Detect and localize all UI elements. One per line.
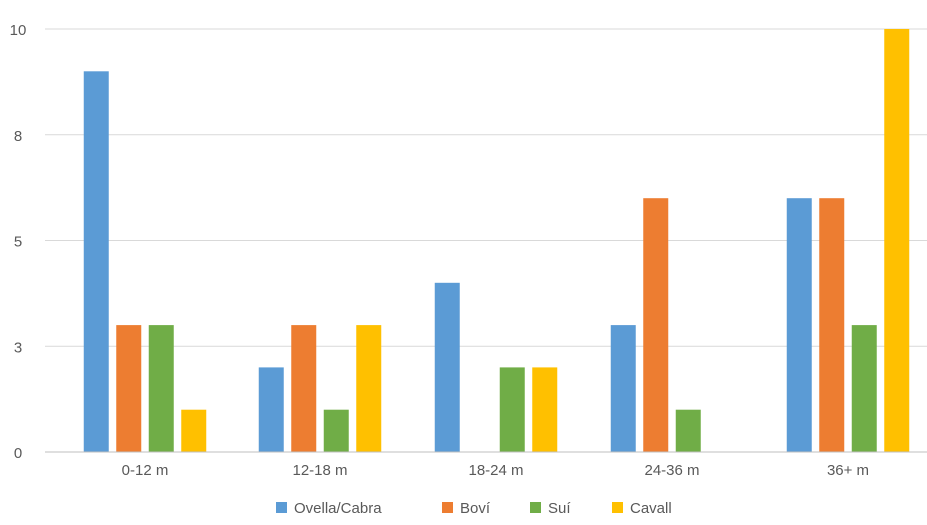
bar-ovella-cabra-3 xyxy=(610,325,636,452)
bars xyxy=(83,29,910,453)
bar-cavall-0 xyxy=(181,409,207,452)
bar-cavall-1 xyxy=(356,325,382,452)
x-tick-label: 18-24 m xyxy=(468,462,523,479)
y-tick-label: 3 xyxy=(14,339,22,356)
legend-swatch xyxy=(442,502,453,513)
bar-ovella-cabra-0 xyxy=(83,71,109,453)
x-tick-label: 24-36 m xyxy=(644,462,699,479)
bar-cavall-2 xyxy=(532,367,558,452)
bar-su--3 xyxy=(675,409,701,452)
legend-swatch xyxy=(612,502,623,513)
legend: Ovella/Cabra Boví Suí Cavall xyxy=(276,500,672,517)
bar-ovella-cabra-2 xyxy=(434,282,460,452)
legend-label: Suí xyxy=(548,500,571,517)
legend-label: Ovella/Cabra xyxy=(294,500,382,517)
x-tick-label: 12-18 m xyxy=(292,462,347,479)
bar-bov--1 xyxy=(291,325,317,452)
bar-ovella-cabra-4 xyxy=(786,198,812,452)
bar-su--0 xyxy=(148,325,174,452)
y-tick-label: 8 xyxy=(14,128,22,145)
bar-bov--3 xyxy=(643,198,669,452)
y-tick-label: 0 xyxy=(14,445,22,462)
y-tick-label: 5 xyxy=(14,234,22,251)
bar-cavall-4 xyxy=(884,29,910,452)
legend-label: Cavall xyxy=(630,500,672,517)
legend-swatch xyxy=(276,502,287,513)
bar-su--4 xyxy=(851,325,877,452)
x-tick-label: 0-12 m xyxy=(122,462,169,479)
legend-label: Boví xyxy=(460,500,491,517)
bar-bov--0 xyxy=(116,325,142,452)
bar-bov--4 xyxy=(819,198,845,452)
y-axis-ticks: 0 3 5 8 10 xyxy=(10,22,27,462)
gridlines xyxy=(45,28,927,347)
bar-su--1 xyxy=(323,409,349,452)
bar-su--2 xyxy=(499,367,525,452)
x-tick-label: 36+ m xyxy=(827,462,869,479)
x-axis: 0-12 m 12-18 m 18-24 m 24-36 m 36+ m xyxy=(45,451,927,479)
y-tick-label: 10 xyxy=(10,22,27,39)
legend-swatch xyxy=(530,502,541,513)
bar-ovella-cabra-1 xyxy=(258,367,284,452)
